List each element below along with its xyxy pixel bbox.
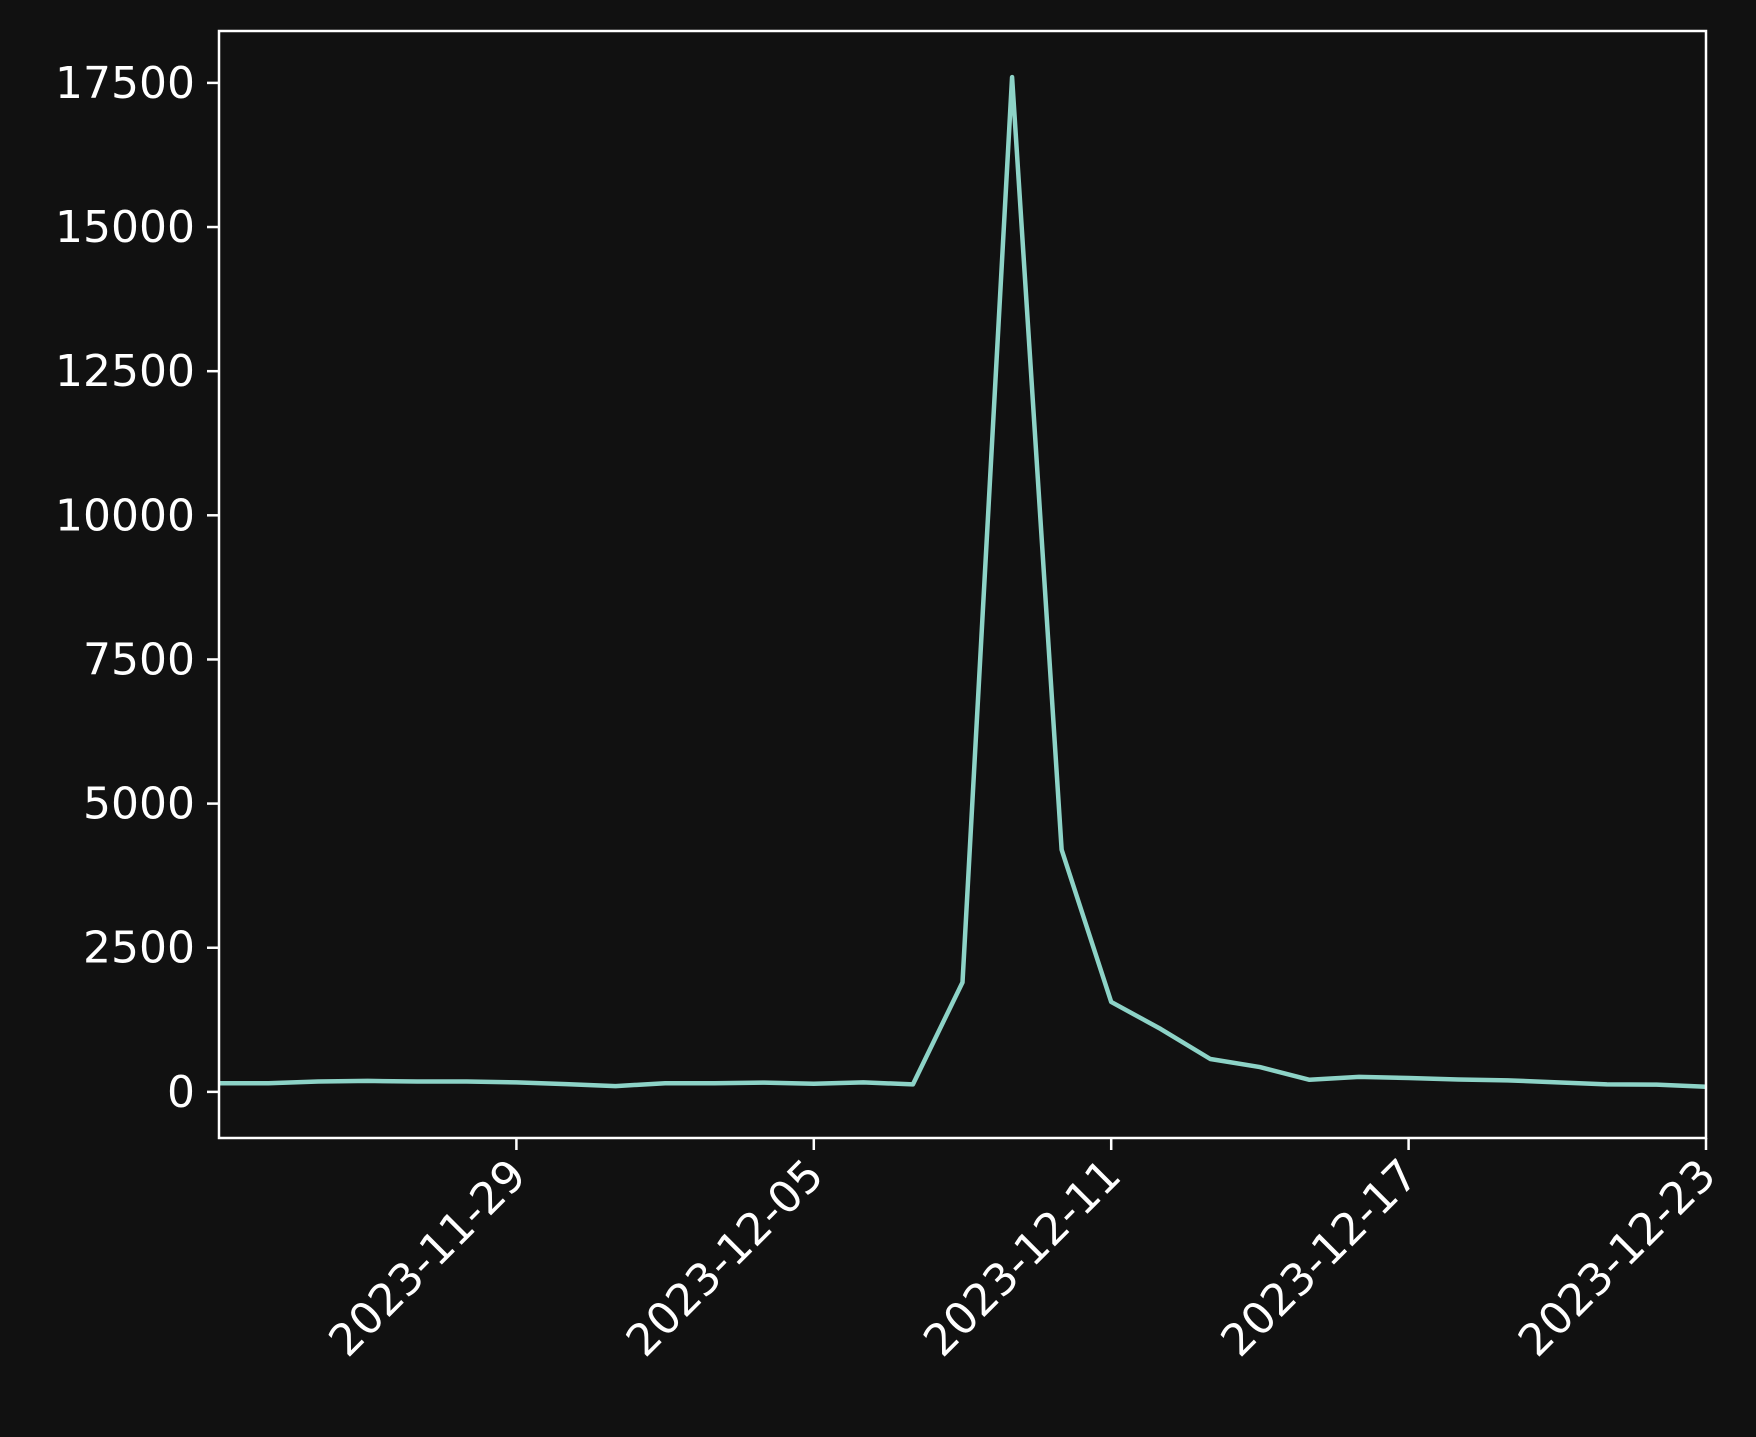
series-layer <box>218 74 1707 1089</box>
y-tick-label: 2500 <box>83 923 195 974</box>
y-tick-label: 12500 <box>55 346 195 397</box>
y-tick-label: 0 <box>167 1067 195 1118</box>
y-tick-label: 10000 <box>55 490 195 541</box>
y-tick-label: 15000 <box>55 202 195 253</box>
y-axis: 0 2500 5000 7500 10000 12500 15000 17500 <box>55 58 219 1118</box>
y-tick-label: 17500 <box>55 58 195 109</box>
y-tick-label: 5000 <box>83 779 195 830</box>
y-tick-label: 7500 <box>83 634 195 685</box>
plot-frame <box>217 29 1708 1140</box>
